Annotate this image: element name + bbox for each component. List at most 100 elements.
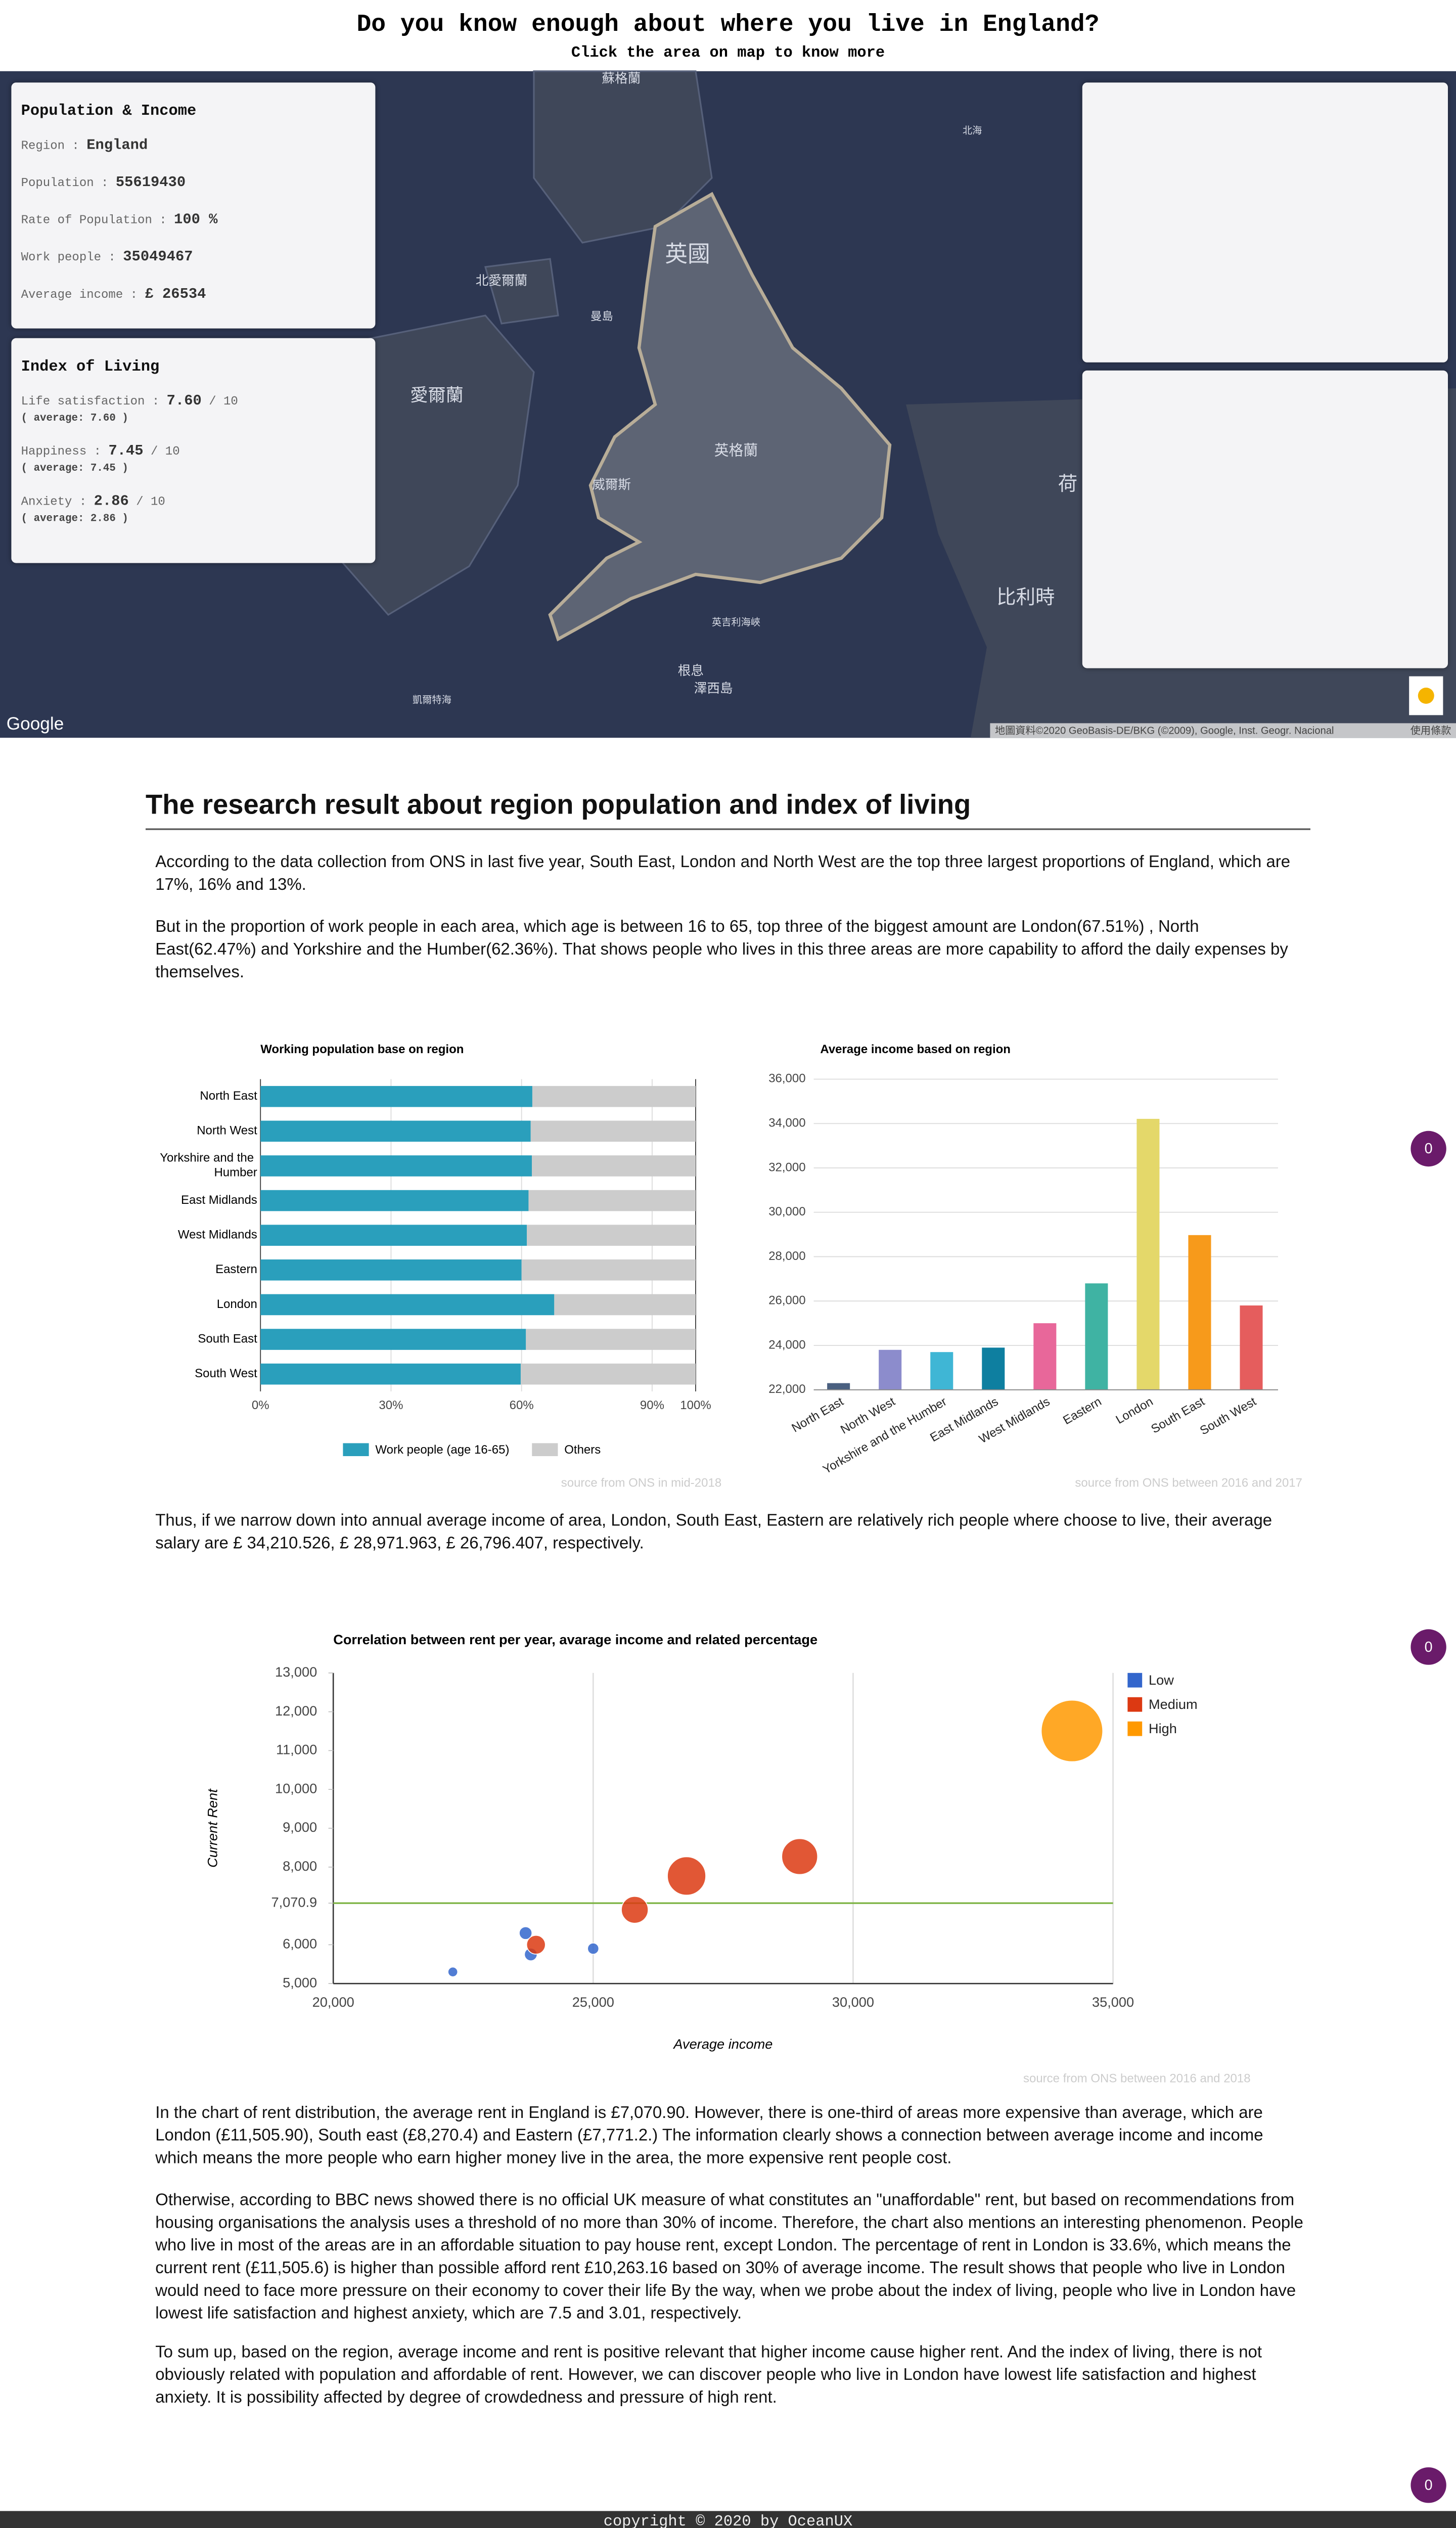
row-label: Rate of Population : bbox=[21, 215, 174, 229]
y-tick-label: 12,000 bbox=[275, 1703, 317, 1719]
map-label: 蘇格蘭 bbox=[602, 71, 641, 86]
row-value: 2.86 bbox=[94, 493, 129, 510]
rent-panel[interactable] bbox=[1082, 370, 1448, 668]
row-value: England bbox=[86, 138, 148, 154]
x-tick-label: London bbox=[1114, 1395, 1156, 1427]
info-row: Rate of Population : 100 % bbox=[21, 212, 376, 228]
y-tick-label: 6,000 bbox=[283, 1936, 317, 1952]
y-tick-label: 13,000 bbox=[275, 1664, 317, 1680]
paragraph: Thus, if we narrow down into annual aver… bbox=[155, 1513, 1272, 1553]
row-label: Anxiety : bbox=[21, 496, 94, 510]
badge-label: 0 bbox=[1425, 2477, 1433, 2493]
y-tick-label: 8,000 bbox=[283, 1858, 317, 1874]
bubble bbox=[587, 1943, 600, 1955]
row-value: 35049467 bbox=[123, 249, 193, 265]
legend-swatch bbox=[1127, 1697, 1143, 1712]
index-row: Anxiety : 2.86 / 10 bbox=[21, 493, 376, 510]
info-row: Population : 55619430 bbox=[21, 175, 376, 191]
label-line: Humber bbox=[214, 1166, 257, 1180]
map-label: 荷 bbox=[1058, 473, 1077, 495]
map-label: 澤西島 bbox=[694, 681, 733, 696]
y-tick-label: Eastern bbox=[215, 1262, 257, 1276]
chart-title: Average income based on region bbox=[820, 1043, 1011, 1056]
y-tick-label: West Midlands bbox=[178, 1228, 257, 1242]
bar-segment bbox=[260, 1329, 526, 1350]
bar-segment bbox=[260, 1225, 527, 1246]
x-tick-label: 100% bbox=[680, 1398, 711, 1412]
bar-segment bbox=[260, 1294, 555, 1316]
bubble bbox=[667, 1856, 706, 1896]
info-row: Average income : £ 26534 bbox=[21, 286, 376, 302]
legend-label: Low bbox=[1149, 1672, 1174, 1688]
row-scale: / 10 bbox=[201, 396, 238, 410]
map-label: 根息 bbox=[678, 663, 704, 678]
legend-label: Others bbox=[564, 1443, 601, 1457]
bar bbox=[1188, 1235, 1211, 1390]
bar-segment bbox=[528, 1190, 696, 1211]
source-note: source from ONS between 2016 and 2018 bbox=[1023, 2071, 1251, 2085]
row-label: Region : bbox=[21, 141, 87, 154]
land bbox=[484, 258, 559, 325]
paragraph: But in the proportion of work people in … bbox=[155, 919, 1288, 982]
row-value: 100 % bbox=[174, 212, 218, 229]
row-label: Population : bbox=[21, 178, 116, 191]
legend-label: High bbox=[1149, 1721, 1177, 1736]
y-tick-label: 7,070.9 bbox=[271, 1894, 317, 1910]
y-tick-label: Yorkshire and the Humber bbox=[160, 1151, 257, 1180]
bar-segment bbox=[260, 1363, 521, 1385]
row-label: Average income : bbox=[21, 289, 145, 303]
bar-segment bbox=[532, 1086, 696, 1107]
bar bbox=[930, 1352, 953, 1390]
x-tick-label: 0% bbox=[252, 1398, 269, 1412]
badge[interactable] bbox=[1410, 1131, 1446, 1167]
row-scale: / 10 bbox=[143, 446, 180, 460]
badge[interactable] bbox=[1410, 1629, 1446, 1665]
map-label: 北海 bbox=[963, 125, 982, 136]
row-value: 55619430 bbox=[115, 174, 186, 191]
chart-title: Correlation between rent per year, avara… bbox=[333, 1632, 817, 1647]
index-row: Life satisfaction : 7.60 / 10 bbox=[21, 393, 376, 410]
y-tick-label: 10,000 bbox=[275, 1780, 317, 1796]
y-tick-label: North West bbox=[197, 1124, 257, 1138]
map-label: 英格蘭 bbox=[714, 442, 758, 459]
heading-rule bbox=[146, 828, 1310, 830]
y-tick-label: 5,000 bbox=[283, 1974, 317, 1990]
x-tick-label: 60% bbox=[510, 1398, 534, 1412]
x-tick-label: 30% bbox=[379, 1398, 403, 1412]
map-label: 愛爾蘭 bbox=[410, 385, 464, 405]
y-tick-label: South West bbox=[195, 1367, 257, 1380]
bar-segment bbox=[520, 1363, 696, 1385]
y-tick-label: 22,000 bbox=[768, 1382, 805, 1396]
bubble bbox=[781, 1838, 818, 1875]
row-average: ( average: 7.45 ) bbox=[21, 463, 128, 474]
legend-swatch bbox=[343, 1443, 369, 1456]
bar-segment bbox=[530, 1120, 696, 1142]
bar-segment bbox=[260, 1120, 531, 1142]
map-label: 威爾斯 bbox=[592, 477, 631, 492]
pegman bbox=[1418, 688, 1434, 704]
legend-label: Medium bbox=[1149, 1696, 1198, 1712]
bar-segment bbox=[554, 1294, 696, 1316]
x-tick-label: 20,000 bbox=[312, 1994, 354, 2010]
bar-segment bbox=[527, 1225, 696, 1246]
y-tick-label: 30,000 bbox=[768, 1205, 805, 1218]
population-panel[interactable] bbox=[1082, 82, 1448, 363]
bar-segment bbox=[531, 1155, 696, 1177]
badge-label: 0 bbox=[1425, 1141, 1433, 1157]
page-title: Do you know enough about where you live … bbox=[356, 11, 1100, 39]
info-panel: Population & Income Region : England Popu… bbox=[11, 82, 376, 329]
x-tick-label: 30,000 bbox=[832, 1994, 874, 2010]
index-row: Happiness : 7.45 / 10 bbox=[21, 443, 376, 460]
bar bbox=[1085, 1283, 1108, 1390]
x-tick-label: Eastern bbox=[1061, 1395, 1104, 1428]
footer: copyright © 2020 by OceanUX bbox=[0, 2511, 1456, 2528]
y-tick-label: 28,000 bbox=[768, 1249, 805, 1263]
badge[interactable] bbox=[1410, 2467, 1446, 2503]
bubble bbox=[526, 1935, 546, 1955]
bar bbox=[1033, 1323, 1057, 1390]
map-label: 凱爾特海 bbox=[413, 695, 451, 706]
source-note: source from ONS in mid-2018 bbox=[561, 1476, 721, 1490]
map-label: 北愛爾蘭 bbox=[476, 274, 527, 288]
